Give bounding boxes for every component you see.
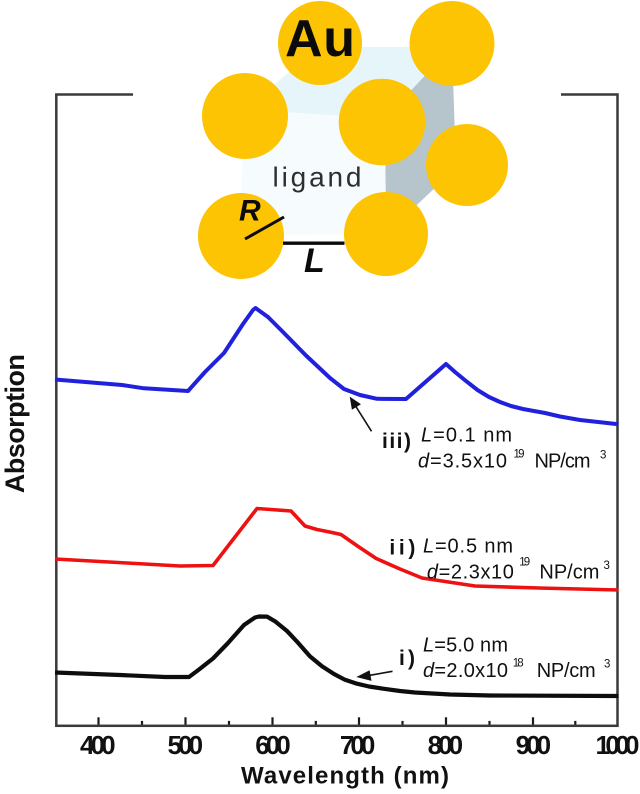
svg-text:L=0.5 nm: L=0.5 nm — [423, 536, 513, 558]
svg-text:R: R — [239, 195, 261, 228]
svg-text:3: 3 — [600, 450, 606, 462]
svg-text:19: 19 — [514, 449, 525, 461]
svg-text:3: 3 — [604, 659, 610, 671]
svg-text:ligand: ligand — [273, 162, 362, 193]
svg-text:600: 600 — [255, 730, 291, 760]
svg-text:d=2.0x10: d=2.0x10 — [423, 660, 508, 682]
svg-text:700: 700 — [340, 730, 376, 760]
svg-text:900: 900 — [516, 730, 552, 760]
svg-text:L=0.1 nm: L=0.1 nm — [421, 425, 512, 447]
svg-text:Absorption: Absorption — [0, 354, 30, 493]
svg-text:800: 800 — [428, 730, 464, 760]
svg-text:400: 400 — [80, 730, 116, 760]
svg-text:19: 19 — [519, 557, 530, 569]
svg-text:NP/cm: NP/cm — [535, 451, 591, 473]
svg-text:d=2.3x10: d=2.3x10 — [427, 562, 514, 584]
svg-text:NP/cm: NP/cm — [537, 660, 596, 682]
svg-text:Wavelength (nm): Wavelength (nm) — [241, 763, 449, 790]
svg-text:500: 500 — [168, 730, 204, 760]
svg-text:L=5.0 nm: L=5.0 nm — [423, 635, 508, 657]
svg-text:18: 18 — [513, 658, 524, 670]
svg-text:ii): ii) — [389, 537, 415, 560]
svg-text:3: 3 — [604, 560, 610, 572]
svg-text:Au: Au — [285, 10, 355, 68]
svg-text:1000: 1000 — [596, 730, 640, 760]
svg-text:NP/cm: NP/cm — [539, 562, 599, 584]
svg-text:d=3.5x10: d=3.5x10 — [418, 451, 507, 473]
svg-text:iii): iii) — [382, 430, 411, 453]
svg-text:L: L — [304, 242, 325, 280]
